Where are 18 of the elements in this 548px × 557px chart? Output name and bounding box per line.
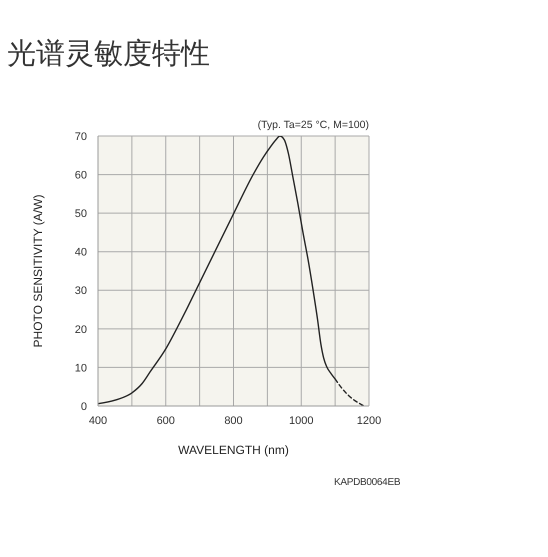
y-tick-label: 40: [74, 246, 87, 259]
x-tick-label: 800: [224, 414, 243, 427]
text: (Typ. Ta=25 °C, M=100): [258, 119, 369, 131]
x-tick-label: 1000: [289, 414, 314, 427]
y-tick-label: 10: [74, 362, 87, 374]
y-tick-label: 60: [74, 169, 87, 182]
x-tick-label: 600: [156, 414, 175, 427]
x-tick-label: 400: [88, 414, 108, 427]
x-axis-title: WAVELENGTH (nm): [177, 443, 290, 457]
y-tick-label: 0: [80, 400, 87, 413]
y-axis-title: PHOTO SENSITIVITY (A/W): [31, 194, 45, 348]
chart-title: 光谱灵敏度特性: [7, 35, 210, 72]
x-tick-label: 1200: [356, 414, 382, 427]
y-tick-label: 20: [74, 324, 87, 336]
y-tick-label: 50: [74, 208, 87, 220]
text: KAPDB0064EB: [334, 477, 400, 488]
y-tick-label: 30: [74, 285, 87, 298]
y-tick-label: 70: [74, 130, 87, 143]
